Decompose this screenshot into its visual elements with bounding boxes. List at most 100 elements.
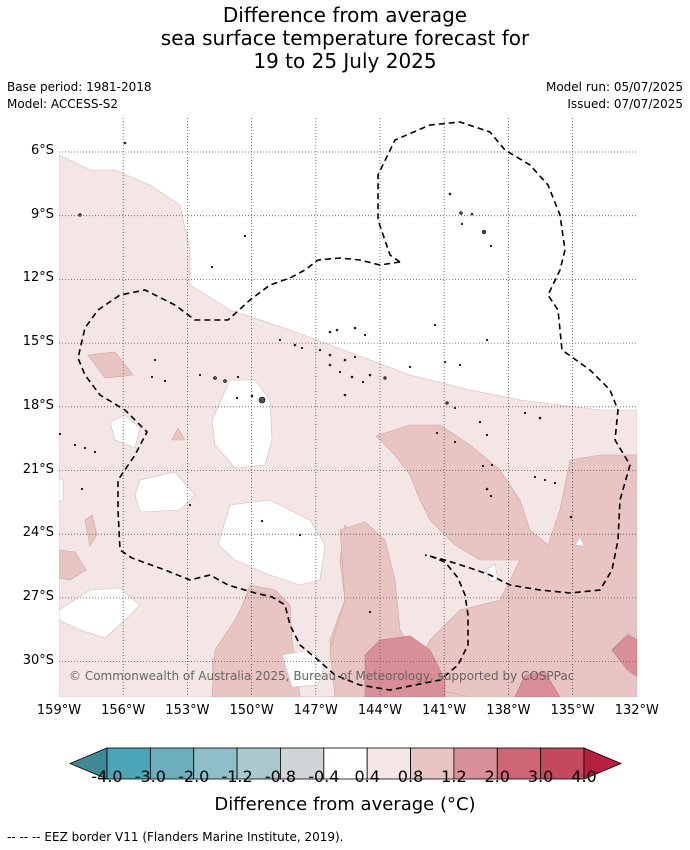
colorbar-swatch (236, 747, 281, 780)
island (453, 406, 457, 410)
island (445, 401, 449, 405)
island (338, 370, 342, 374)
anomaly-field (59, 141, 637, 697)
longitude-label: 153°W (165, 703, 210, 718)
anomaly-region-light (59, 154, 637, 697)
neutral-hole-2 (109, 414, 141, 449)
island (318, 348, 322, 352)
island (481, 464, 485, 468)
island (278, 338, 282, 342)
neutral-hole-1 (211, 379, 273, 469)
longitude-label: 150°W (229, 703, 274, 718)
neutral-hole-7 (485, 563, 499, 583)
title-line-3: 19 to 25 July 2025 (253, 49, 437, 73)
island (383, 376, 387, 380)
colorbar-swatch (323, 747, 368, 780)
longitude-label: 135°W (550, 703, 595, 718)
colorbar-swatch (193, 747, 238, 780)
latitude-label: 24°S (22, 525, 54, 541)
island (163, 379, 167, 383)
island (260, 519, 264, 523)
title-line-2: sea surface temperature forecast for (160, 26, 530, 50)
title-line-1: Difference from average (222, 3, 468, 27)
latitude-label: 21°S (22, 461, 54, 477)
island (328, 363, 332, 367)
island (489, 494, 493, 498)
island (481, 229, 487, 235)
longitude-label: 147°W (293, 703, 338, 718)
colorbar-swatch (366, 747, 411, 780)
island (123, 141, 127, 145)
longitude-label: 138°W (486, 703, 531, 718)
island (150, 375, 154, 379)
island (353, 355, 357, 359)
eez-border-main (377, 121, 631, 594)
colorbar-extend-high (583, 747, 623, 780)
island (213, 376, 217, 380)
island (293, 343, 297, 347)
anomaly-region-warm (364, 635, 446, 697)
neutral-hole-8 (574, 536, 585, 547)
island (408, 365, 412, 369)
longitude-label: 156°W (101, 703, 146, 718)
island (93, 450, 97, 454)
island (328, 353, 332, 357)
anomaly-blob-3 (84, 514, 98, 547)
colorbar-label: Difference from average (°C) (214, 794, 476, 815)
island (553, 481, 557, 485)
issued-date: Issued: 07/07/2025 (567, 97, 683, 111)
base-period: Base period: 1981-2018 (7, 80, 152, 94)
latitude-label: 27°S (22, 588, 54, 604)
latitude-label: 18°S (22, 397, 54, 413)
island (343, 393, 347, 397)
island (328, 330, 332, 334)
island (243, 234, 247, 238)
colorbar-tick-label: 0.8 (397, 767, 424, 786)
island (250, 394, 254, 398)
island (83, 446, 87, 450)
island (361, 380, 365, 384)
island (489, 244, 493, 248)
island (485, 487, 489, 491)
colorbar-tick-label: 3.0 (527, 767, 554, 786)
island (368, 373, 372, 377)
eez-border (77, 121, 631, 691)
neutral-hole-5 (59, 587, 141, 639)
island (485, 338, 489, 342)
colorbar-tick-label: 4.0 (571, 767, 597, 786)
anomaly-blob-2 (59, 549, 87, 581)
latitude-label: 15°S (22, 334, 54, 350)
colorbar-swatch (410, 747, 455, 780)
colorbar-swatch (496, 747, 542, 780)
island (490, 463, 494, 467)
colorbar-tick-label: 2.0 (484, 767, 510, 786)
island (485, 433, 489, 437)
island (198, 373, 202, 377)
island (343, 358, 347, 362)
island (538, 416, 542, 420)
island (73, 443, 77, 447)
island (460, 222, 464, 226)
model-name: Model: ACCESS-S2 (7, 97, 119, 111)
anomaly-region-warm-e (611, 634, 637, 677)
graticule (59, 118, 637, 697)
island (435, 431, 439, 435)
colorbar-swatch (280, 747, 325, 780)
island (478, 420, 482, 424)
meta-left: Base period: 1981-2018 Model: ACCESS-S2 (7, 79, 152, 113)
colorbar-swatch (106, 747, 151, 780)
islands (59, 141, 573, 614)
island (470, 212, 474, 216)
neutral-hole-3 (134, 471, 196, 513)
latitude-label: 30°S (22, 652, 54, 668)
chart-title: Difference from average sea surface temp… (0, 4, 690, 73)
anomaly-blob-4 (171, 427, 186, 441)
island (223, 379, 227, 383)
island (235, 396, 239, 400)
colorbar-tick-label: -1.2 (221, 767, 253, 786)
island (569, 515, 573, 519)
neutral-hole-6 (281, 649, 326, 688)
colorbar-tick-label: 0.4 (354, 767, 380, 786)
island (448, 192, 452, 196)
